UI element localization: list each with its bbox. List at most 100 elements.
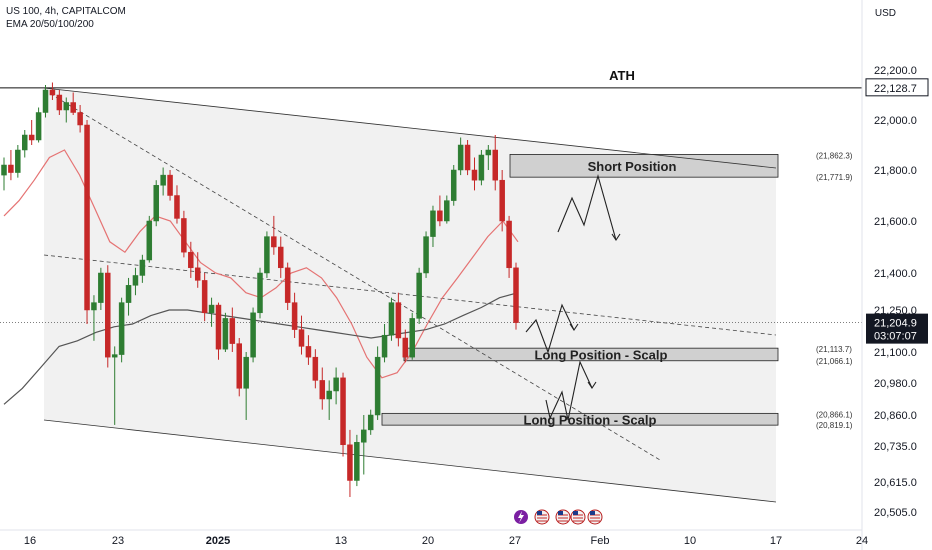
annotation-layer: Short Position (21,862.3) (21,771.9) Long P… [524, 68, 853, 430]
zone-top-value: (21,113.7) [816, 345, 852, 354]
candle-body [478, 154, 485, 181]
candle-body [105, 272, 111, 358]
candle-body [139, 259, 146, 276]
candle-body [499, 179, 505, 222]
candle-body [298, 329, 305, 347]
zone-top-value: (20,866.1) [816, 410, 853, 419]
candle-body [111, 354, 118, 358]
candle-body [153, 185, 159, 222]
candle-body [485, 149, 492, 156]
candle-body [513, 267, 519, 323]
arrow-head [611, 233, 621, 241]
zone-bottom-value: (20,819.1) [816, 421, 853, 430]
trendlines-layer [0, 87, 862, 503]
price-tick-label: 22,200.0 [874, 65, 917, 77]
position-zone [509, 154, 779, 178]
candle-body [28, 134, 35, 141]
candle-body [305, 346, 312, 358]
short-position-label: Short Position [588, 159, 677, 174]
price-tick-label: 21,100.0 [874, 347, 917, 359]
candle-body [63, 102, 70, 111]
candle-body [444, 200, 450, 222]
candle-body [423, 236, 429, 274]
ath-label: ATH [609, 68, 635, 83]
current-price-tag [866, 313, 928, 344]
price-tick-label: 20,735.0 [874, 441, 917, 453]
candle-body [264, 236, 270, 274]
candle-body [35, 112, 42, 141]
candle-body [229, 318, 236, 344]
candle-body [188, 251, 194, 269]
candle-body [361, 429, 367, 443]
candle-body [437, 210, 443, 222]
events-layer[interactable] [514, 509, 603, 525]
candle-body [77, 112, 83, 126]
candle-body [409, 318, 415, 358]
candles-layer [1, 82, 519, 497]
arrow-head [569, 323, 579, 331]
time-tick-label: Feb [591, 535, 610, 547]
candle-body [416, 272, 422, 319]
indicator-legend[interactable]: EMA 20/50/100/200 [6, 19, 94, 30]
candle-body [15, 149, 21, 173]
currency-label[interactable]: USD [874, 8, 896, 19]
channel-layer [44, 88, 776, 502]
candle-body [395, 302, 402, 339]
candle-body [56, 94, 63, 111]
candle-body [381, 334, 388, 358]
candle-body [118, 302, 125, 355]
candle-body [347, 444, 353, 481]
candle-body [450, 169, 457, 201]
candle-body [167, 174, 173, 196]
price-tick-label: 20,860.0 [874, 410, 917, 422]
candle-body [181, 218, 187, 253]
candle-body [291, 302, 298, 330]
lightning-bolt-icon [518, 511, 524, 523]
symbol-title[interactable]: US 100, 4h, CAPITALCOM [6, 6, 126, 17]
projection-arrows [525, 173, 621, 421]
projection-arrow [525, 303, 575, 354]
candle-body [402, 337, 409, 358]
candle-body [243, 356, 249, 389]
flag-canton [590, 511, 595, 515]
candle-body [146, 220, 153, 261]
candle-body [367, 414, 374, 431]
time-tick-label: 23 [112, 535, 124, 547]
candle-body [236, 343, 242, 389]
price-tick-label: 21,600.0 [874, 216, 917, 228]
price-axis[interactable]: 22,200.0 22,000.0 21,800.0 21,600.0 21,400.0… [861, 0, 929, 550]
candle-body [457, 144, 464, 171]
candle-body [271, 236, 277, 248]
candle-body [250, 312, 256, 358]
projection-arrow [545, 360, 593, 421]
candle-body [278, 246, 284, 269]
candle-body [70, 102, 76, 113]
flag-canton [573, 511, 578, 515]
ath-price-tag [865, 78, 929, 97]
candle-body [208, 304, 215, 314]
long-position-label: Long Position - Scalp [524, 412, 657, 427]
candle-body [333, 377, 339, 392]
candle-body [8, 164, 14, 173]
candle-body [194, 267, 201, 281]
candle-body [42, 89, 49, 113]
price-tick-label: 21,800.0 [874, 165, 917, 177]
price-tick-label: 21,400.0 [874, 268, 917, 280]
time-tick-label: 16 [24, 535, 36, 547]
time-axis[interactable]: 16 23 2025 13 20 27 Feb 10 17 24 [0, 529, 868, 547]
candle-body [125, 285, 132, 303]
countdown-label: 03:07:07 [874, 331, 917, 343]
candle-body [257, 272, 263, 314]
channel-upper-line [43, 87, 777, 169]
candle-body [326, 390, 332, 400]
candle-body [160, 174, 166, 186]
candle-body [1, 164, 7, 176]
time-tick-label: 10 [684, 535, 696, 547]
candle-body [430, 210, 436, 237]
zone-top-value: (21,862.3) [816, 151, 853, 160]
candle-body [22, 134, 28, 151]
price-tick-label: 22,000.0 [874, 115, 917, 127]
time-tick-label: 24 [856, 535, 868, 547]
